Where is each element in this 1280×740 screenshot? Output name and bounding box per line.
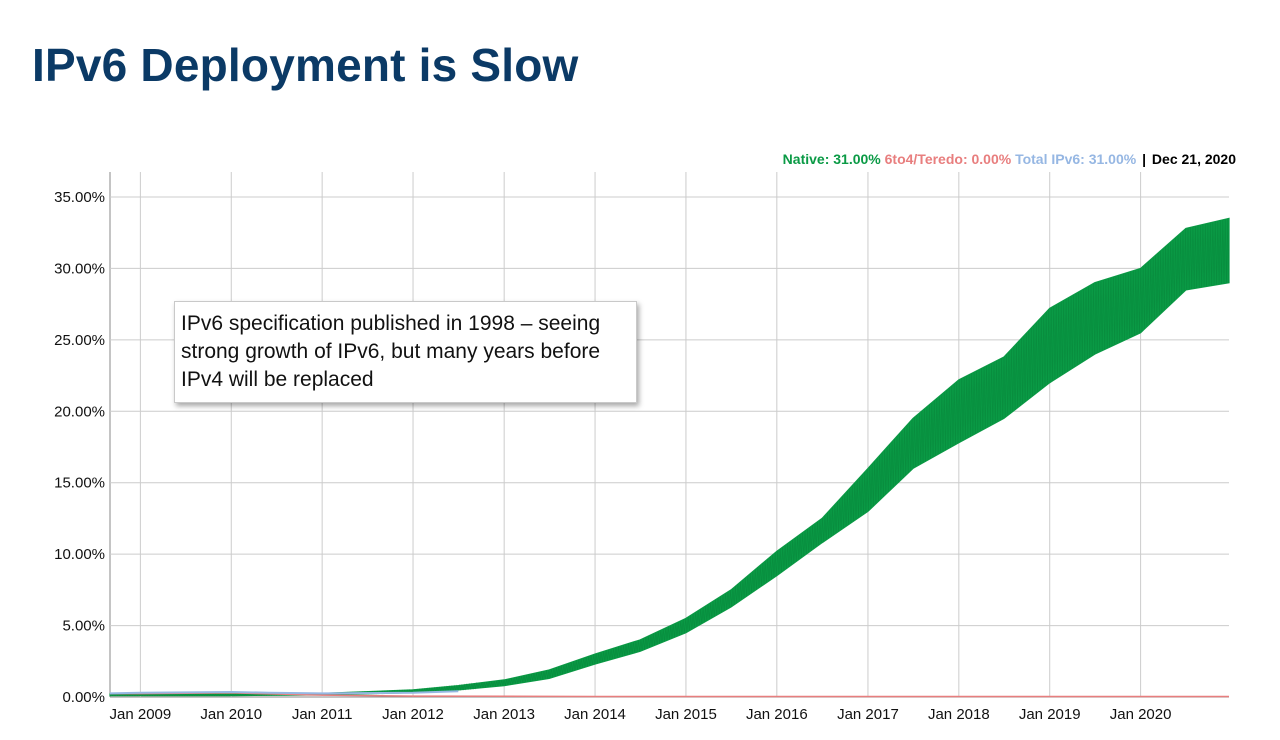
y-tick-label: 10.00% (54, 546, 105, 563)
y-tick-label: 20.00% (54, 403, 105, 420)
legend-native: Native: 31.00% (782, 151, 881, 167)
y-tick-label: 0.00% (62, 689, 105, 706)
x-tick-label: Jan 2009 (110, 706, 172, 723)
y-tick-label: 5.00% (62, 618, 105, 635)
slide-title: IPv6 Deployment is Slow (32, 39, 579, 91)
x-tick-label: Jan 2012 (382, 706, 444, 723)
chart-legend: Native: 31.00% 6to4/Teredo: 0.00% Total … (783, 151, 1236, 167)
x-tick-label: Jan 2010 (200, 706, 262, 723)
legend-total: Total IPv6: 31.00% (1015, 151, 1137, 167)
x-tick-label: Jan 2018 (928, 706, 990, 723)
x-tick-label: Jan 2020 (1110, 706, 1172, 723)
chart-grid (109, 172, 1229, 698)
y-axis-ticks: 0.00% 5.00% 10.00% 15.00% 20.00% 25.00% 30.00%… (54, 189, 105, 706)
x-tick-label: Jan 2017 (837, 706, 899, 723)
x-tick-label: Jan 2014 (564, 706, 626, 723)
y-tick-label: 35.00% (54, 189, 105, 206)
x-tick-label: Jan 2011 (292, 706, 353, 723)
x-axis-ticks: Jan 2009 Jan 2010 Jan 2011 Jan 2012 Jan 2013… (110, 706, 1172, 723)
chart-series (109, 217, 1230, 698)
native-series-line (109, 218, 1230, 697)
x-tick-label: Jan 2013 (473, 706, 535, 723)
legend-date: Dec 21, 2020 (1151, 151, 1236, 167)
y-tick-label: 30.00% (54, 260, 105, 277)
y-tick-label: 15.00% (54, 475, 105, 492)
total-ipv6-series-line (109, 690, 459, 695)
x-tick-label: Jan 2016 (746, 706, 808, 723)
legend-teredo: 6to4/Teredo: 0.00% (884, 151, 1012, 167)
y-tick-label: 25.00% (54, 332, 105, 349)
x-tick-label: Jan 2015 (655, 706, 717, 723)
annotation-callout: IPv6 specification published in 1998 – s… (174, 301, 637, 403)
native-series-band (109, 217, 1230, 697)
x-tick-label: Jan 2019 (1019, 706, 1081, 723)
legend-separator: | (1142, 151, 1147, 167)
